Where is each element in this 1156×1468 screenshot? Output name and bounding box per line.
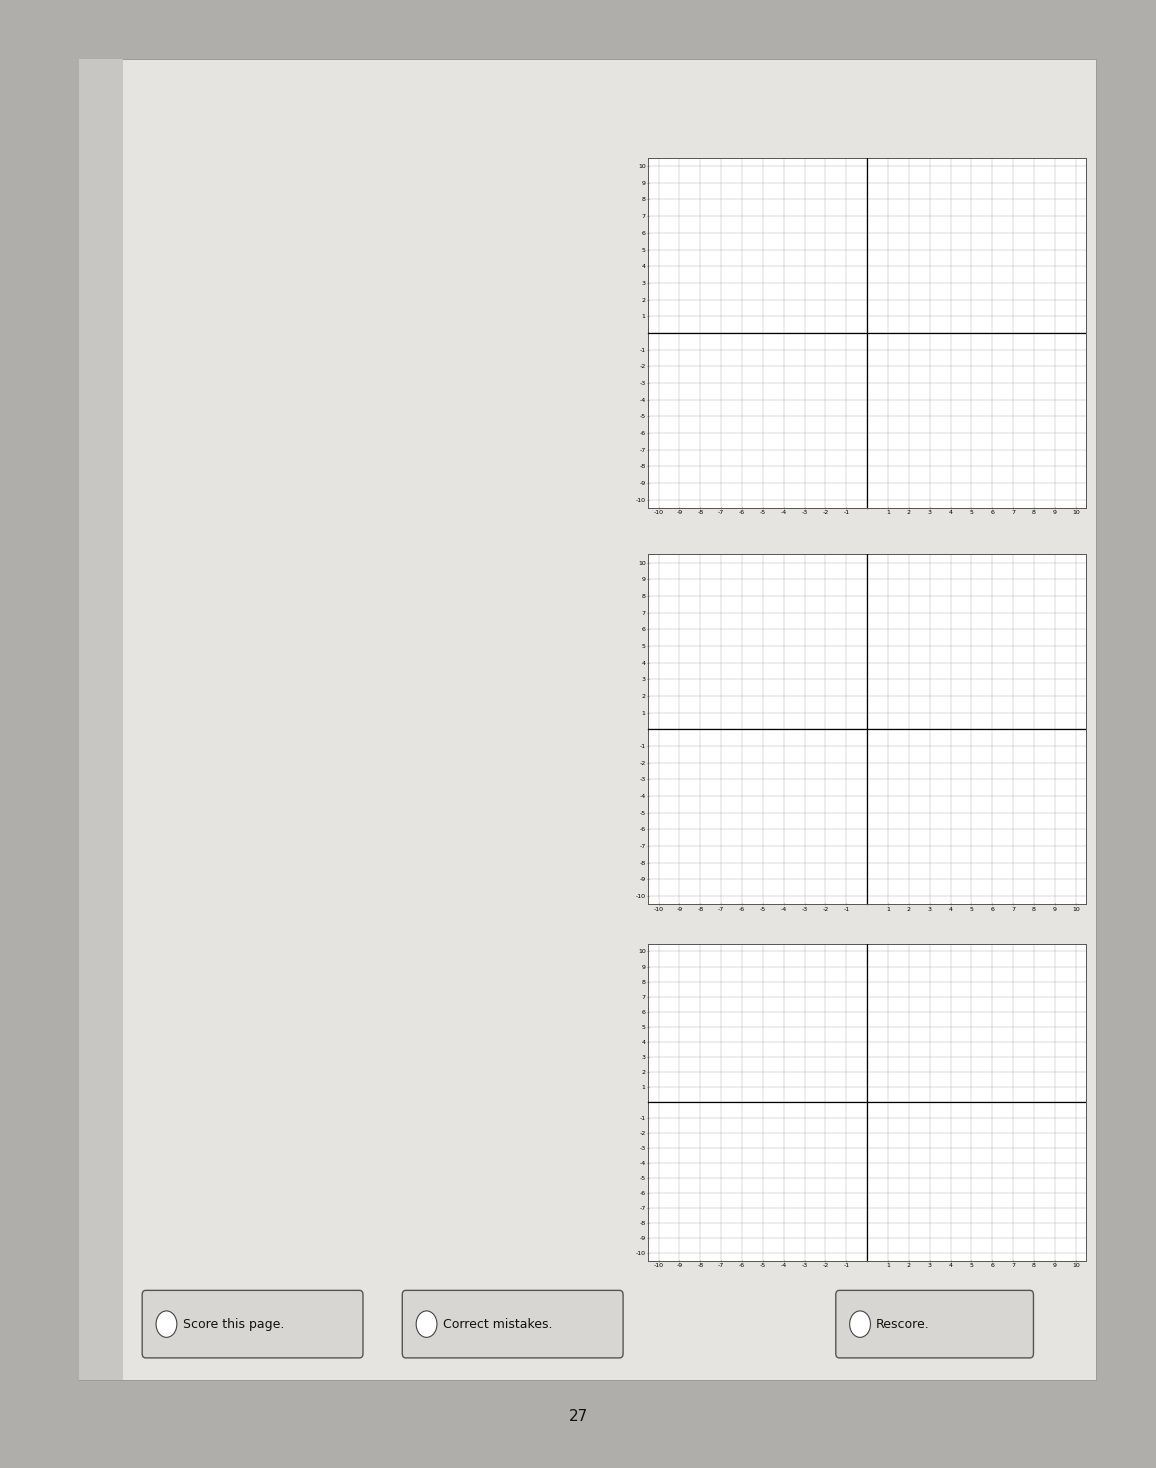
Text: x: x bbox=[216, 295, 223, 308]
Text: x: x bbox=[440, 295, 447, 308]
Text: Graph the solution sets of the following systems of linear inequalities.: Graph the solution sets of the following… bbox=[142, 106, 695, 119]
Text: y > 2x + 5: y > 2x + 5 bbox=[186, 975, 266, 988]
Text: y: y bbox=[294, 295, 302, 308]
Text: Score this page.: Score this page. bbox=[183, 1318, 284, 1330]
Text: Rescore.: Rescore. bbox=[876, 1318, 929, 1330]
Text: y = 2x + 5: y = 2x + 5 bbox=[449, 1042, 517, 1055]
Text: x + y = −3: x + y = −3 bbox=[447, 263, 518, 276]
Text: y = 2x: y = 2x bbox=[238, 1042, 280, 1055]
Text: x + y > 3: x + y > 3 bbox=[186, 592, 257, 605]
Text: x: x bbox=[440, 1075, 447, 1088]
Text: x: x bbox=[216, 691, 223, 705]
Text: 2.  x − y ≥ −6: 2. x − y ≥ −6 bbox=[142, 548, 249, 562]
Text: x + y ≤ −3: x + y ≤ −3 bbox=[186, 195, 268, 208]
Text: x + y = 3: x + y = 3 bbox=[453, 659, 512, 672]
Text: y: y bbox=[518, 295, 525, 308]
Text: y: y bbox=[518, 691, 525, 705]
Text: x − y = −6: x − y = −6 bbox=[223, 659, 294, 672]
Text: 1.  x − y ≤ 4: 1. x − y ≤ 4 bbox=[142, 151, 237, 166]
Text: y: y bbox=[294, 691, 302, 705]
Text: 3.  y > 2x: 3. y > 2x bbox=[142, 931, 216, 945]
Text: x: x bbox=[216, 1075, 223, 1088]
Text: x: x bbox=[440, 691, 447, 705]
Text: Correct mistakes.: Correct mistakes. bbox=[443, 1318, 553, 1330]
Text: y: y bbox=[294, 1075, 302, 1088]
Text: 27: 27 bbox=[569, 1409, 587, 1424]
Text: x − y = 4: x − y = 4 bbox=[229, 263, 289, 276]
Text: y: y bbox=[518, 1075, 525, 1088]
